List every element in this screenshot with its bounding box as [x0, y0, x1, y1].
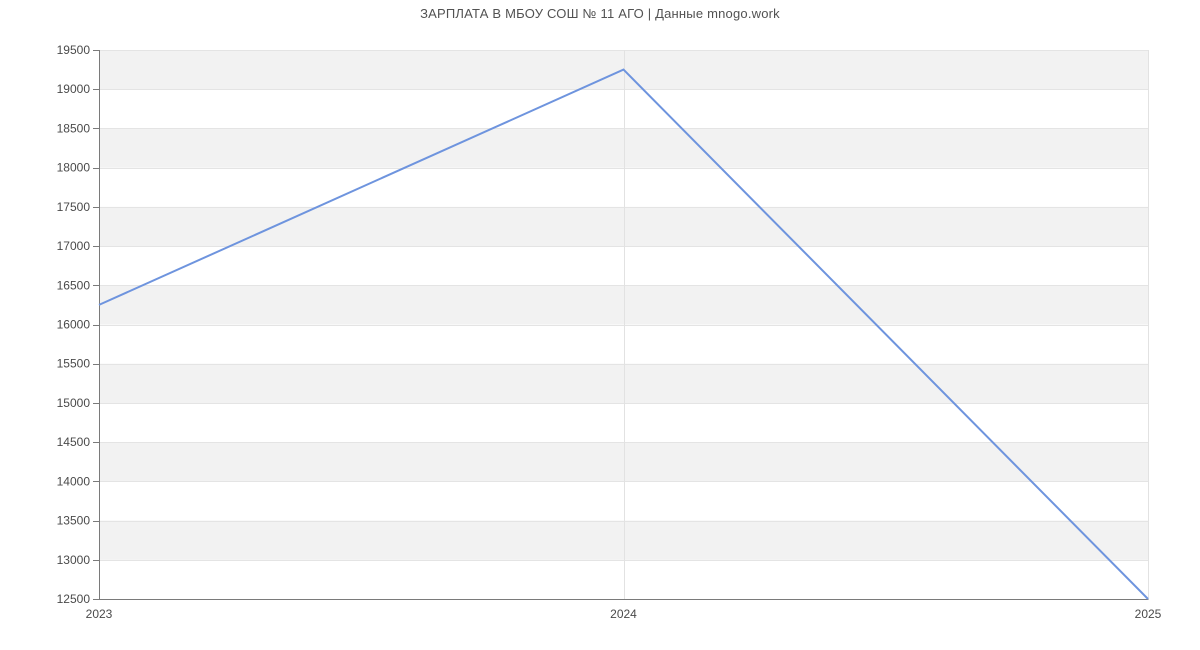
plot-band: [99, 285, 1148, 325]
y-tick-label: 16000: [57, 318, 91, 332]
plot-band: [99, 363, 1148, 403]
y-tick-label: 16500: [57, 278, 91, 292]
y-tick-label: 13000: [57, 553, 91, 567]
x-tick-label: 2023: [86, 607, 113, 621]
y-tick-label: 15500: [57, 357, 91, 371]
y-tick-label: 17500: [57, 200, 91, 214]
chart-title: ЗАРПЛАТА В МБОУ СОШ № 11 АГО | Данные mn…: [420, 6, 780, 21]
x-tick-label: 2025: [1135, 607, 1162, 621]
y-tick-label: 12500: [57, 592, 91, 606]
y-tick-label: 14500: [57, 435, 91, 449]
x-tick-label: 2024: [610, 607, 637, 621]
salary-series-line: [98, 68, 1149, 600]
y-tick-label: 13500: [57, 514, 91, 528]
plot-band: [99, 520, 1148, 560]
plot-band: [99, 206, 1148, 247]
plot-band: [99, 128, 1148, 168]
y-tick-label: 15000: [57, 396, 91, 410]
y-tick-label: 14000: [57, 474, 91, 488]
plot-band: [99, 442, 1148, 482]
y-tick-label: 17000: [57, 239, 91, 253]
y-tick-label: 18000: [57, 161, 91, 175]
y-tick-label: 19500: [57, 43, 91, 57]
y-tick-label: 19000: [57, 82, 91, 96]
y-tick-label: 18500: [57, 121, 91, 135]
